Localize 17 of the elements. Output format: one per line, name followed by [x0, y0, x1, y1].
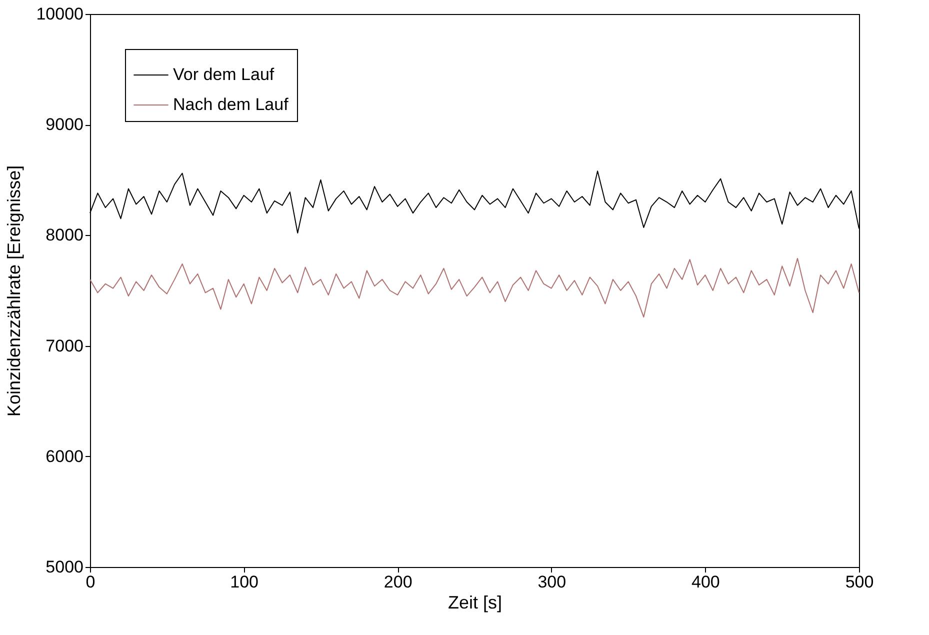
x-tick-label: 500: [845, 572, 874, 592]
y-tick-label: 8000: [46, 226, 84, 245]
x-tick-label: 200: [384, 572, 412, 592]
x-tick-label: 400: [692, 572, 720, 592]
legend-label: Nach dem Lauf: [173, 95, 289, 114]
y-tick-label: 10000: [36, 4, 84, 24]
y-tick-label: 5000: [46, 558, 84, 576]
x-tick-label: 300: [538, 572, 566, 592]
y-axis-title: Koinzidenzzählrate [Ereignisse]: [4, 165, 24, 417]
y-tick-label: 6000: [46, 446, 84, 466]
line-series: [90, 258, 860, 318]
y-tick-label: 7000: [46, 336, 84, 356]
y-tick-label: 9000: [46, 115, 84, 134]
x-axis-title: Zeit [s]: [448, 592, 502, 612]
legend-label: Vor dem Lauf: [173, 65, 274, 84]
x-tick-label: 100: [230, 572, 258, 592]
x-tick-label: 0: [86, 572, 96, 592]
